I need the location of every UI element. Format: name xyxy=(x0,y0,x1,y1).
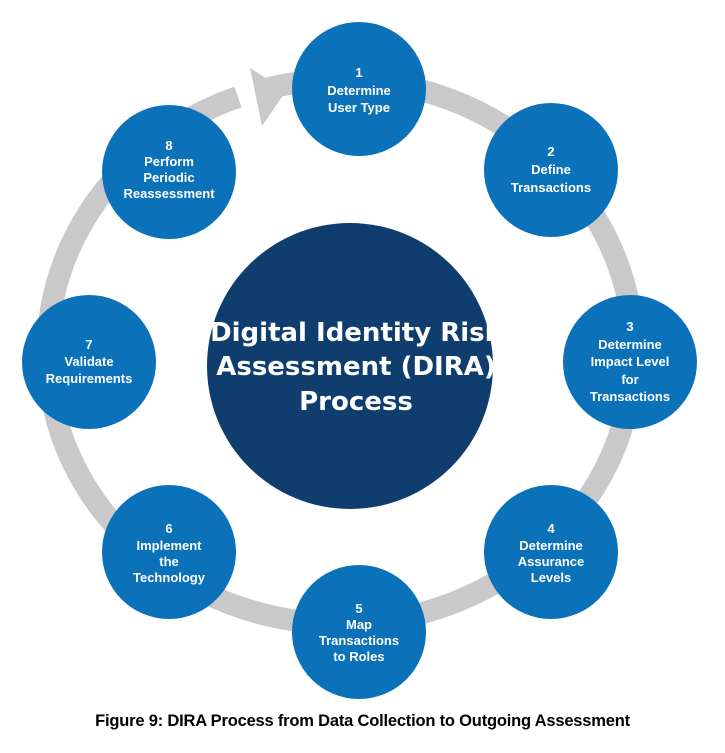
step-node-5: 5 Map Transactions to Roles xyxy=(292,565,426,699)
step-6-line-1: Implement xyxy=(136,538,202,553)
step-4-line-2: Assurance xyxy=(518,554,584,569)
center-node: Digital Identity Risk Assessment (DIRA) … xyxy=(207,223,503,509)
center-title-line-2: Assessment (DIRA) xyxy=(216,352,496,382)
step-8-line-3: Reassessment xyxy=(123,186,215,201)
step-7-number: 7 xyxy=(85,337,92,352)
step-node-4: 4 Determine Assurance Levels xyxy=(484,485,618,619)
step-1-number: 1 xyxy=(355,65,362,80)
step-3-line-3: for xyxy=(621,372,638,387)
step-node-1: 1 Determine User Type xyxy=(292,22,426,156)
step-2-line-2: Transactions xyxy=(511,180,591,195)
cycle-arrowhead xyxy=(250,68,286,126)
step-node-8: 8 Perform Periodic Reassessment xyxy=(102,105,236,239)
step-2-line-1: Define xyxy=(531,162,571,177)
center-title-line-1: Digital Identity Risk xyxy=(210,318,503,348)
step-5-line-2: Transactions xyxy=(319,633,399,648)
step-4-line-1: Determine xyxy=(519,538,583,553)
step-8-line-1: Perform xyxy=(144,154,194,169)
step-node-3: 3 Determine Impact Level for Transaction… xyxy=(563,295,697,429)
step-node-6: 6 Implement the Technology xyxy=(102,485,236,619)
step-5-line-3: to Roles xyxy=(333,649,384,664)
step-node-2: 2 Define Transactions xyxy=(484,103,618,237)
step-3-line-1: Determine xyxy=(598,337,662,352)
step-3-number: 3 xyxy=(626,319,633,334)
step-5-line-1: Map xyxy=(346,617,372,632)
step-2-number: 2 xyxy=(547,144,554,159)
step-8-number: 8 xyxy=(165,138,172,153)
figure-caption: Figure 9: DIRA Process from Data Collect… xyxy=(95,712,630,730)
step-3-line-2: Impact Level xyxy=(591,354,670,369)
dira-cycle-diagram: Digital Identity Risk Assessment (DIRA) … xyxy=(22,22,697,699)
step-8-line-2: Periodic xyxy=(143,170,194,185)
step-1-line-1: Determine xyxy=(327,83,391,98)
step-6-number: 6 xyxy=(165,521,172,536)
step-7-line-2: Requirements xyxy=(46,371,133,386)
step-3-line-4: Transactions xyxy=(590,389,670,404)
step-5-number: 5 xyxy=(355,601,362,616)
step-node-7: 7 Validate Requirements xyxy=(22,295,156,429)
step-6-line-2: the xyxy=(159,554,179,569)
step-6-line-3: Technology xyxy=(133,570,206,585)
step-4-number: 4 xyxy=(547,521,555,536)
step-1-line-2: User Type xyxy=(328,100,390,115)
step-4-line-3: Levels xyxy=(531,570,571,585)
step-7-line-1: Validate xyxy=(64,354,113,369)
center-title-line-3: Process xyxy=(299,387,413,417)
